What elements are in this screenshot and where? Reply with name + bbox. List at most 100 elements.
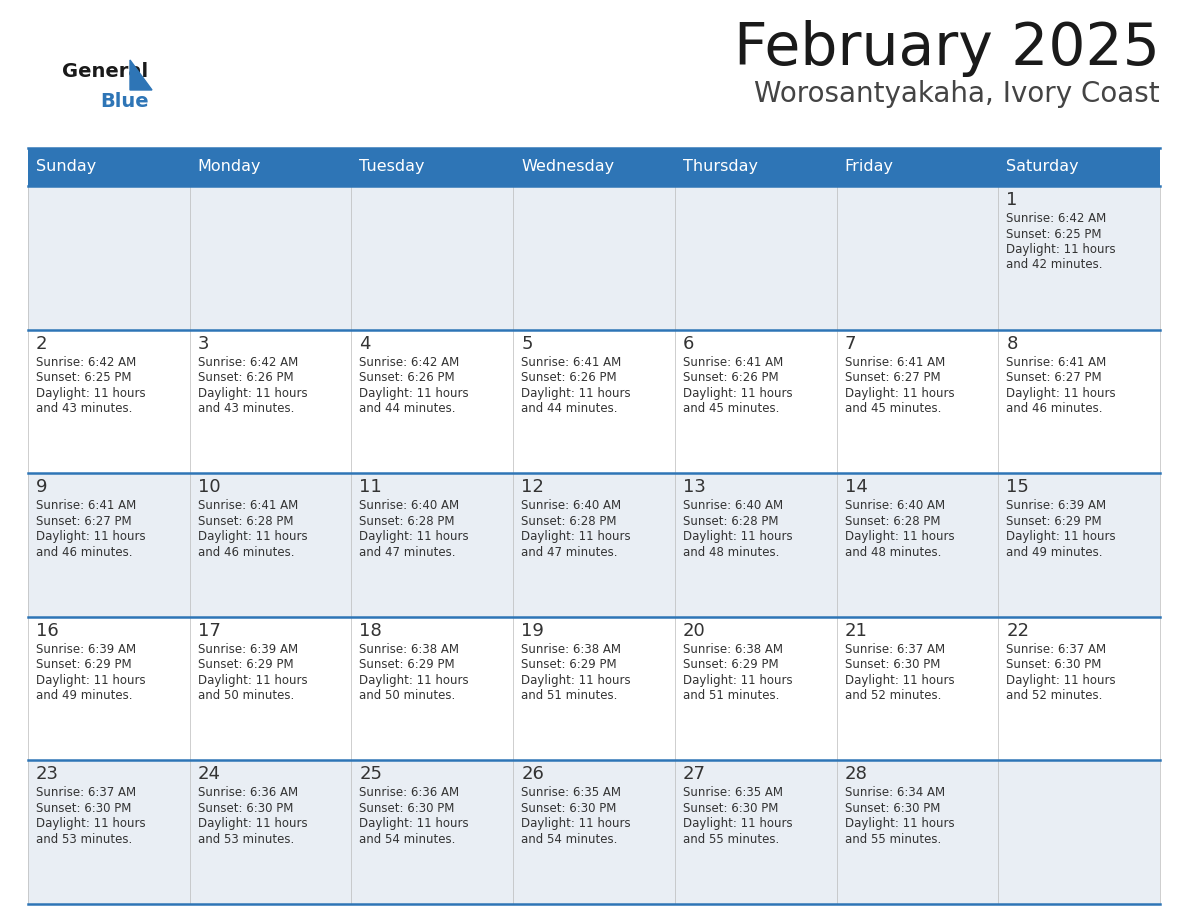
Text: and 51 minutes.: and 51 minutes. bbox=[683, 689, 779, 702]
Text: Sunrise: 6:37 AM: Sunrise: 6:37 AM bbox=[36, 787, 137, 800]
Text: and 42 minutes.: and 42 minutes. bbox=[1006, 259, 1102, 272]
Text: Daylight: 11 hours: Daylight: 11 hours bbox=[683, 531, 792, 543]
Text: and 52 minutes.: and 52 minutes. bbox=[1006, 689, 1102, 702]
Text: Daylight: 11 hours: Daylight: 11 hours bbox=[197, 531, 308, 543]
Text: Daylight: 11 hours: Daylight: 11 hours bbox=[845, 674, 954, 687]
Text: Sunrise: 6:38 AM: Sunrise: 6:38 AM bbox=[360, 643, 460, 655]
Text: and 53 minutes.: and 53 minutes. bbox=[197, 833, 293, 845]
Bar bbox=[675, 186, 836, 330]
Text: Sunset: 6:26 PM: Sunset: 6:26 PM bbox=[197, 371, 293, 384]
Text: 4: 4 bbox=[360, 334, 371, 353]
Text: and 46 minutes.: and 46 minutes. bbox=[36, 545, 133, 559]
Text: and 53 minutes.: and 53 minutes. bbox=[36, 833, 132, 845]
Text: General: General bbox=[62, 62, 148, 81]
Bar bbox=[836, 617, 998, 760]
Text: 2: 2 bbox=[36, 334, 48, 353]
Text: Daylight: 11 hours: Daylight: 11 hours bbox=[845, 386, 954, 399]
Text: Sunset: 6:29 PM: Sunset: 6:29 PM bbox=[522, 658, 617, 671]
Bar bbox=[352, 330, 513, 473]
Bar bbox=[352, 148, 513, 186]
Text: Sunset: 6:30 PM: Sunset: 6:30 PM bbox=[36, 802, 132, 815]
Text: and 49 minutes.: and 49 minutes. bbox=[1006, 545, 1102, 559]
Text: Sunset: 6:30 PM: Sunset: 6:30 PM bbox=[522, 802, 617, 815]
Text: 22: 22 bbox=[1006, 621, 1029, 640]
Text: 15: 15 bbox=[1006, 478, 1029, 497]
Bar bbox=[29, 148, 190, 186]
Text: Sunday: Sunday bbox=[36, 160, 96, 174]
Text: 28: 28 bbox=[845, 766, 867, 783]
Text: and 55 minutes.: and 55 minutes. bbox=[683, 833, 779, 845]
Text: Daylight: 11 hours: Daylight: 11 hours bbox=[522, 386, 631, 399]
Text: Sunrise: 6:35 AM: Sunrise: 6:35 AM bbox=[522, 787, 621, 800]
Text: Sunset: 6:29 PM: Sunset: 6:29 PM bbox=[360, 658, 455, 671]
Text: Daylight: 11 hours: Daylight: 11 hours bbox=[1006, 531, 1116, 543]
Text: Monday: Monday bbox=[197, 160, 261, 174]
Text: and 45 minutes.: and 45 minutes. bbox=[845, 402, 941, 415]
Text: 21: 21 bbox=[845, 621, 867, 640]
Text: Sunrise: 6:42 AM: Sunrise: 6:42 AM bbox=[360, 355, 460, 369]
Text: 24: 24 bbox=[197, 766, 221, 783]
Bar bbox=[675, 473, 836, 617]
Text: and 47 minutes.: and 47 minutes. bbox=[522, 545, 618, 559]
Text: Sunrise: 6:40 AM: Sunrise: 6:40 AM bbox=[683, 499, 783, 512]
Text: 18: 18 bbox=[360, 621, 383, 640]
Bar bbox=[836, 473, 998, 617]
Bar bbox=[675, 617, 836, 760]
Text: Sunset: 6:29 PM: Sunset: 6:29 PM bbox=[683, 658, 778, 671]
Text: Sunset: 6:30 PM: Sunset: 6:30 PM bbox=[1006, 658, 1101, 671]
Text: Sunset: 6:30 PM: Sunset: 6:30 PM bbox=[845, 658, 940, 671]
Text: and 49 minutes.: and 49 minutes. bbox=[36, 689, 133, 702]
Text: Sunset: 6:28 PM: Sunset: 6:28 PM bbox=[683, 515, 778, 528]
Bar bbox=[513, 617, 675, 760]
Text: Daylight: 11 hours: Daylight: 11 hours bbox=[522, 817, 631, 831]
Text: Sunrise: 6:41 AM: Sunrise: 6:41 AM bbox=[845, 355, 944, 369]
Text: Sunset: 6:25 PM: Sunset: 6:25 PM bbox=[36, 371, 132, 384]
Text: Thursday: Thursday bbox=[683, 160, 758, 174]
Text: Daylight: 11 hours: Daylight: 11 hours bbox=[197, 817, 308, 831]
Bar bbox=[29, 760, 190, 904]
Text: Sunset: 6:28 PM: Sunset: 6:28 PM bbox=[522, 515, 617, 528]
Bar bbox=[352, 186, 513, 330]
Text: Blue: Blue bbox=[100, 92, 148, 111]
Text: and 44 minutes.: and 44 minutes. bbox=[522, 402, 618, 415]
Bar bbox=[352, 473, 513, 617]
Bar bbox=[190, 148, 352, 186]
Text: Sunset: 6:30 PM: Sunset: 6:30 PM bbox=[360, 802, 455, 815]
Text: Sunrise: 6:37 AM: Sunrise: 6:37 AM bbox=[1006, 643, 1106, 655]
Text: Sunrise: 6:35 AM: Sunrise: 6:35 AM bbox=[683, 787, 783, 800]
Text: Sunset: 6:30 PM: Sunset: 6:30 PM bbox=[845, 802, 940, 815]
Text: Sunrise: 6:38 AM: Sunrise: 6:38 AM bbox=[522, 643, 621, 655]
Text: and 43 minutes.: and 43 minutes. bbox=[36, 402, 132, 415]
Text: 20: 20 bbox=[683, 621, 706, 640]
Text: Sunset: 6:29 PM: Sunset: 6:29 PM bbox=[1006, 515, 1102, 528]
Text: 7: 7 bbox=[845, 334, 857, 353]
Text: Daylight: 11 hours: Daylight: 11 hours bbox=[683, 386, 792, 399]
Text: Saturday: Saturday bbox=[1006, 160, 1079, 174]
Text: 16: 16 bbox=[36, 621, 58, 640]
Text: Daylight: 11 hours: Daylight: 11 hours bbox=[1006, 386, 1116, 399]
Text: 1: 1 bbox=[1006, 191, 1018, 209]
Bar bbox=[29, 617, 190, 760]
Text: Daylight: 11 hours: Daylight: 11 hours bbox=[522, 674, 631, 687]
Text: 11: 11 bbox=[360, 478, 383, 497]
Text: 6: 6 bbox=[683, 334, 694, 353]
Text: and 52 minutes.: and 52 minutes. bbox=[845, 689, 941, 702]
Text: Sunrise: 6:39 AM: Sunrise: 6:39 AM bbox=[36, 643, 137, 655]
Text: Daylight: 11 hours: Daylight: 11 hours bbox=[1006, 243, 1116, 256]
Text: Sunset: 6:30 PM: Sunset: 6:30 PM bbox=[683, 802, 778, 815]
Text: Sunset: 6:28 PM: Sunset: 6:28 PM bbox=[197, 515, 293, 528]
Text: Sunset: 6:28 PM: Sunset: 6:28 PM bbox=[360, 515, 455, 528]
Text: and 47 minutes.: and 47 minutes. bbox=[360, 545, 456, 559]
Text: and 54 minutes.: and 54 minutes. bbox=[522, 833, 618, 845]
Text: Sunset: 6:29 PM: Sunset: 6:29 PM bbox=[36, 658, 132, 671]
Bar bbox=[513, 148, 675, 186]
Text: Sunrise: 6:41 AM: Sunrise: 6:41 AM bbox=[683, 355, 783, 369]
Text: Sunrise: 6:40 AM: Sunrise: 6:40 AM bbox=[845, 499, 944, 512]
Text: Daylight: 11 hours: Daylight: 11 hours bbox=[845, 817, 954, 831]
Text: and 46 minutes.: and 46 minutes. bbox=[197, 545, 295, 559]
Text: Sunrise: 6:40 AM: Sunrise: 6:40 AM bbox=[360, 499, 460, 512]
Text: Sunrise: 6:38 AM: Sunrise: 6:38 AM bbox=[683, 643, 783, 655]
Text: Daylight: 11 hours: Daylight: 11 hours bbox=[683, 674, 792, 687]
Text: Sunset: 6:26 PM: Sunset: 6:26 PM bbox=[683, 371, 778, 384]
Text: Sunrise: 6:41 AM: Sunrise: 6:41 AM bbox=[1006, 355, 1106, 369]
